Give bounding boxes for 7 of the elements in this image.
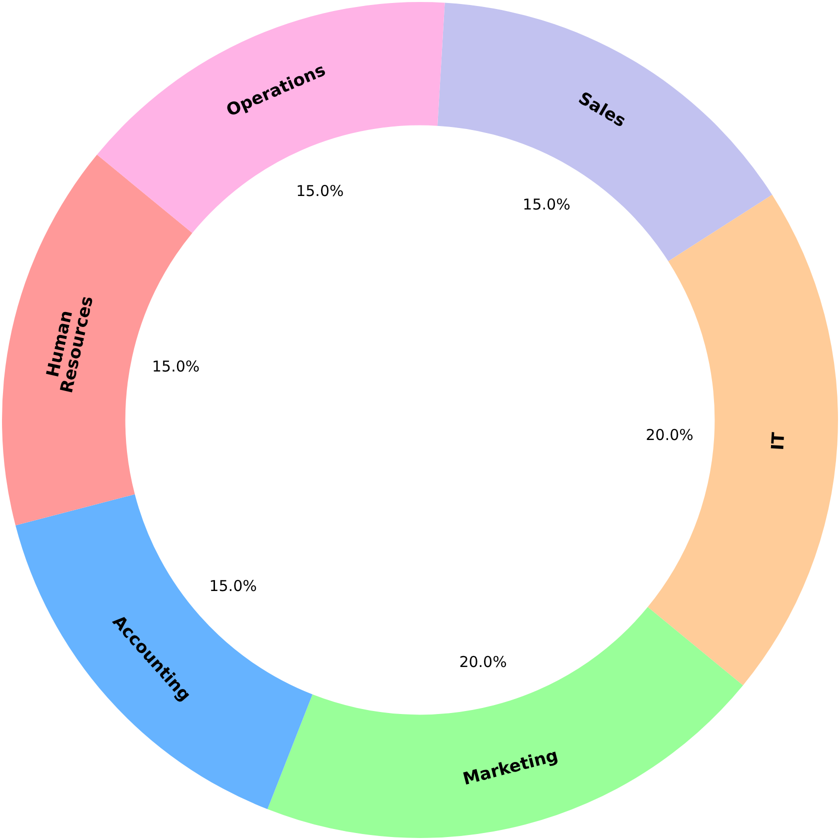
data-label: 20.0% — [646, 426, 694, 444]
slice-label: IT — [768, 431, 790, 451]
data-label: 15.0% — [152, 357, 200, 376]
data-label: 20.0% — [459, 652, 507, 671]
data-label: 15.0% — [522, 195, 570, 214]
data-label: 15.0% — [209, 576, 257, 595]
data-label: 15.0% — [296, 182, 344, 200]
